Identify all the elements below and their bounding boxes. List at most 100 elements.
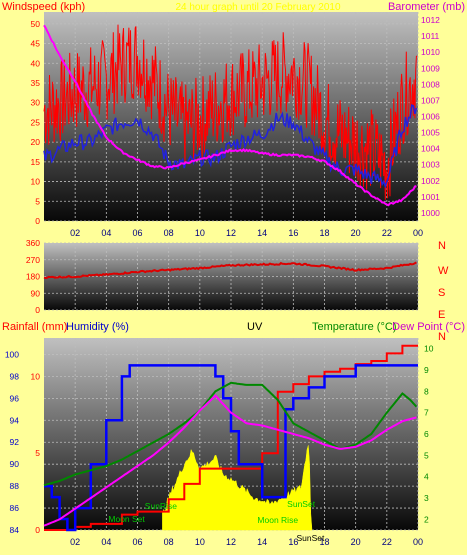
wind-barometer-panel: 0510152025303540455010001001100210031004… (2, 1, 465, 238)
windspeed-tick-label: 25 (31, 117, 41, 127)
direction-degree-label: 270 (26, 255, 40, 265)
temperature-tick-label: 9 (424, 365, 429, 375)
direction-degree-label: 90 (31, 288, 41, 298)
barometer-tick-label: 1006 (421, 112, 440, 122)
rain-xtick-label: 18 (319, 537, 329, 547)
barometer-tick-label: 1004 (421, 144, 440, 154)
event-annotation: Moon Rise (257, 515, 298, 525)
barometer-tick-label: 1009 (421, 63, 440, 73)
temperature-tick-label: 4 (424, 472, 429, 482)
compass-label: S (438, 287, 445, 299)
compass-label: E (438, 309, 445, 321)
rain-xtick-label: 16 (288, 537, 298, 547)
windspeed-tick-label: 50 (31, 19, 41, 29)
event-annotation: SunRise (145, 501, 177, 511)
windspeed-tick-label: 0 (35, 216, 40, 226)
humidity-tick-label: 90 (10, 459, 20, 469)
wind-xtick-label: 18 (319, 228, 329, 238)
rain-xtick-label: 12 (226, 537, 236, 547)
barometer-tick-label: 1003 (421, 160, 440, 170)
humidity-tick-label: 88 (10, 481, 20, 491)
barometer-tick-label: 1011 (421, 31, 440, 41)
temperature-tick-label: 10 (424, 344, 434, 354)
humidity-tick-label: 86 (10, 503, 20, 513)
compass-label: N (438, 240, 446, 252)
event-annotation: SunSet (297, 533, 326, 543)
rainfall-series-line (44, 344, 418, 531)
wind-chart-title: 24 hour graph until 20 February 2010 (175, 2, 341, 13)
windspeed-tick-label: 30 (31, 98, 41, 108)
rain-xtick-label: 08 (164, 537, 174, 547)
barometer-tick-label: 1001 (421, 192, 440, 202)
event-annotation: SunSet (287, 499, 316, 509)
rainfall-tick-label: 5 (35, 448, 40, 458)
temperature-tick-label: 5 (424, 450, 429, 460)
rainfall-axis-label: Rainfall (mm) (2, 321, 67, 333)
wind-grid (44, 12, 419, 222)
humidity-tick-label: 100 (5, 349, 19, 359)
rain-xtick-label: 02 (70, 537, 80, 547)
direction-degree-label: 0 (35, 305, 40, 315)
wind-xtick-label: 04 (101, 228, 111, 238)
compass-label: W (438, 265, 449, 277)
direction-degree-label: 360 (26, 238, 40, 248)
compass-label: N (438, 331, 446, 343)
windspeed-tick-label: 15 (31, 157, 41, 167)
windspeed-tick-label: 45 (31, 39, 41, 49)
rain-xtick-label: 14 (257, 537, 267, 547)
temperature-tick-label: 3 (424, 493, 429, 503)
dewpoint-axis-label: Dew Point (°C) (392, 321, 465, 333)
uv-axis-label: UV (247, 321, 263, 333)
temperature-tick-label: 8 (424, 386, 429, 396)
rain-xtick-label: 04 (101, 537, 111, 547)
wind-series (43, 24, 418, 207)
barometer-tick-label: 1008 (421, 79, 440, 89)
dewpoint-series-line (43, 394, 417, 527)
wind-xtick-label: 10 (195, 228, 205, 238)
temperature-tick-label: 7 (424, 408, 429, 418)
humidity-tick-label: 92 (10, 437, 20, 447)
temperature-tick-label: 2 (424, 514, 429, 524)
barometer-series-line (43, 24, 417, 207)
wind-series-line (43, 103, 418, 189)
temperature-axis-label: Temperature (°C) (312, 321, 396, 333)
barometer-tick-label: 1012 (421, 15, 440, 25)
windspeed-tick-label: 10 (31, 177, 41, 187)
wind-xtick-label: 12 (226, 228, 236, 238)
uv-area (162, 445, 313, 531)
barometer-tick-label: 1005 (421, 128, 440, 138)
rain-xtick-label: 22 (382, 537, 392, 547)
barometer-tick-label: 1010 (421, 47, 440, 57)
rain-xtick-label: 00 (413, 537, 423, 547)
direction-series (43, 261, 417, 280)
wind-xtick-label: 16 (288, 228, 298, 238)
rain-xtick-label: 20 (351, 537, 361, 547)
humidity-axis-label: Humidity (%) (66, 321, 129, 333)
wind-ticks: 0510152025303540455010001001100210031004… (31, 15, 441, 238)
windspeed-tick-label: 40 (31, 58, 41, 68)
direction-degree-label: 180 (26, 272, 40, 282)
direction-series-line (43, 261, 417, 280)
humidity-tick-label: 98 (10, 371, 20, 381)
rainfall-tick-label: 0 (35, 525, 40, 535)
wind-xtick-label: 06 (132, 228, 142, 238)
temperature-tick-label: 6 (424, 429, 429, 439)
wind-xtick-label: 20 (351, 228, 361, 238)
rain-xtick-label: 06 (132, 537, 142, 547)
event-annotation: Moon Set (108, 514, 145, 524)
windspeed-tick-label: 35 (31, 78, 41, 88)
windspeed-axis-label: Windspeed (kph) (2, 1, 85, 13)
rain-series (43, 344, 418, 532)
humidity-tick-label: 84 (10, 525, 20, 535)
windspeed-tick-label: 5 (35, 196, 40, 206)
wind-xtick-label: 22 (382, 228, 392, 238)
barometer-tick-label: 1000 (421, 208, 440, 218)
barometer-tick-label: 1007 (421, 95, 440, 105)
wind-xtick-label: 08 (164, 228, 174, 238)
humidity-tick-label: 94 (10, 415, 20, 425)
barometer-tick-label: 1002 (421, 176, 440, 186)
